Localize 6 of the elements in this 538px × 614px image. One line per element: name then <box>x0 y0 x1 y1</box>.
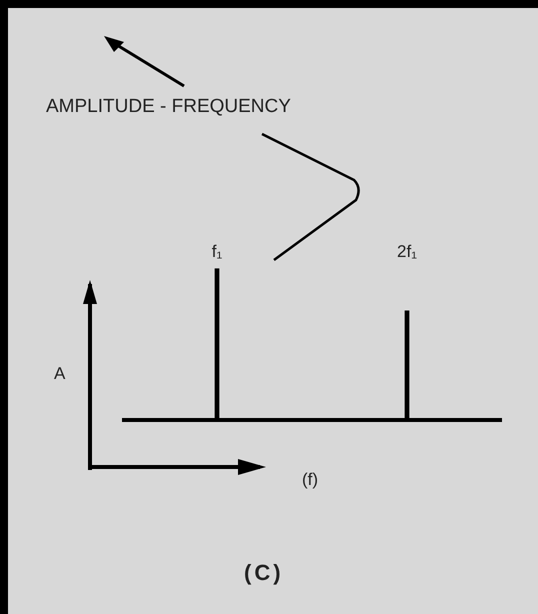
y-axis-title: A <box>54 364 66 384</box>
x-tick-label: f₁ <box>212 242 222 261</box>
text: (C) <box>244 560 284 586</box>
x-axis-title: (f) <box>302 470 318 490</box>
chart-title: AMPLITUDE - FREQUENCY <box>46 96 291 118</box>
x-tick-label: 2f₁ <box>397 242 418 261</box>
